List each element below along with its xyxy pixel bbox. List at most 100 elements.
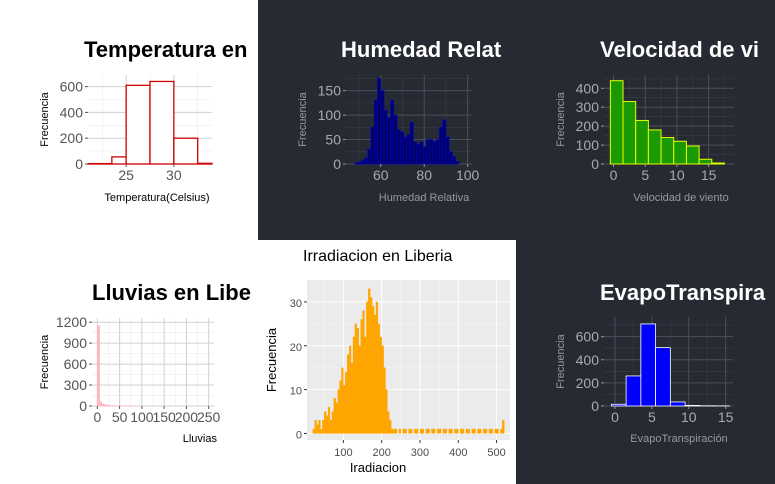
histogram-bar [387,411,390,434]
histogram-bar [357,161,362,165]
histogram-bar [655,347,671,407]
histogram-bar [484,428,488,434]
y-tick-label: 600 [64,356,88,372]
histogram-bar [386,117,391,165]
y-tick-label: 300 [576,99,600,115]
histogram-bar [450,428,453,434]
x-tick-label: 500 [487,447,505,459]
histogram-bar [410,428,413,434]
x-tick-label: 10 [669,167,685,183]
histogram-bar [635,119,649,165]
y-tick-label: 30 [290,298,302,310]
histogram-bar [350,363,354,434]
y-tick-label: 50 [325,132,341,148]
histogram-bar [393,114,398,165]
y-axis-label: Frecuencia [555,333,567,388]
y-axis-label: Frecuencia [39,334,51,389]
histogram-bar [460,428,463,434]
histogram-bar [488,428,491,434]
histogram-bar [380,90,385,165]
histogram-bar [326,415,329,434]
y-axis-label: Frecuencia [555,91,567,146]
histogram-bar [437,428,440,434]
histogram-bar [312,428,315,434]
histogram-bar [318,420,321,434]
histogram-bar [97,325,100,407]
x-tick-label: 400 [449,447,467,459]
histogram-bar [337,389,340,434]
histogram-bar [111,156,127,165]
x-tick-label: 200 [175,409,199,425]
y-tick-label: 600 [60,79,84,95]
histogram-bar [402,428,405,434]
histogram-bar [335,402,338,434]
histogram-bar [103,404,107,407]
histogram-bar [427,428,430,434]
histogram-bar [379,336,382,434]
histogram-bar [432,141,437,165]
histogram-bar [347,354,350,434]
histogram-bar [414,428,417,434]
histogram-bar [99,401,103,407]
histogram-bar [448,151,453,165]
histogram-bar [370,127,375,165]
y-tick-label: 20 [290,342,302,354]
histogram-bar [421,428,424,434]
histogram-bar [377,78,382,165]
x-axis-label: Iradiacion [350,460,406,475]
histogram-bar [465,428,469,434]
x-axis-label: EvapoTranspiración [630,433,727,445]
histogram-bar [327,406,331,434]
y-tick-label: 400 [576,352,600,368]
histogram-bar [404,428,407,434]
histogram-bar [364,157,369,165]
y-tick-label: 200 [576,118,600,134]
histogram-bar [490,428,493,434]
histogram-bar [442,119,447,165]
histogram-bar [409,122,414,165]
y-tick-label: 10 [290,386,302,398]
histogram-bar [684,405,701,407]
x-tick-label: 200 [373,447,391,459]
histogram-bar [373,100,378,165]
histogram-bar [375,301,379,434]
histogram-bar [125,84,151,165]
x-tick-label: 25 [118,167,134,183]
histogram-bar [173,137,199,165]
histogram-bar [371,306,375,434]
histogram-bar [467,428,470,434]
histogram-bar [370,297,373,434]
chart-title: Lluvias en Libe [92,280,251,305]
histogram-bar [394,428,398,434]
histogram-bar [101,403,105,407]
histogram-bar [422,146,427,165]
chart-panel-viento: Velocidad de vi 0 5 10 15 0 100 200 300 400 Veloc… [516,0,775,240]
histogram-bar [383,109,388,165]
histogram-bar [390,100,395,165]
histogram-bar [660,136,675,165]
x-tick-label: 60 [373,167,389,183]
histogram-bar [403,136,408,165]
histogram-evapo: 0 5 10 15 0 200 400 600 EvapoTranspiración Frecue… [555,317,734,445]
histogram-bar [640,323,656,407]
chart-title: Velocidad de vi [600,37,759,62]
chart-title: Temperatura en [84,37,248,62]
histogram-bar [413,141,417,165]
histogram-bar [408,428,411,434]
histogram-bar [316,424,319,434]
chart-title: Irradiacion en Liberia [303,248,453,265]
histogram-bar [352,336,356,434]
histogram-bar [448,428,451,434]
histogram-bar [396,129,401,165]
histogram-bar [105,404,109,407]
histogram-bar [381,345,384,434]
histogram-bar [444,428,447,434]
histogram-bar [456,428,459,434]
histogram-bar [354,162,359,165]
x-tick-label: 100 [334,447,352,459]
y-tick-label: 900 [64,335,88,351]
y-tick-label: 0 [591,156,599,172]
histogram-bar [502,420,505,434]
histogram-bar [333,398,336,434]
y-axis-label: Frecuencia [297,91,309,146]
